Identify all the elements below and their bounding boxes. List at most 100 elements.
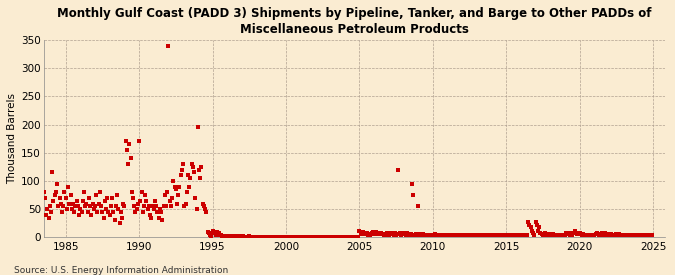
- Point: [183, 173, 194, 178]
- Point: [398, 231, 409, 235]
- Point: [278, 235, 289, 239]
- Point: [290, 235, 301, 239]
- Point: [439, 233, 450, 237]
- Point: [36, 185, 47, 189]
- Point: [32, 173, 43, 178]
- Point: [583, 233, 593, 237]
- Point: [87, 201, 98, 206]
- Point: [365, 233, 376, 237]
- Point: [359, 231, 370, 235]
- Point: [46, 210, 57, 214]
- Point: [117, 215, 128, 220]
- Point: [485, 233, 495, 237]
- Point: [492, 233, 503, 237]
- Point: [536, 232, 547, 236]
- Point: [605, 233, 616, 237]
- Point: [338, 235, 349, 239]
- Point: [516, 233, 526, 237]
- Point: [167, 196, 178, 200]
- Point: [346, 235, 357, 239]
- Point: [502, 233, 513, 237]
- Point: [477, 233, 487, 237]
- Point: [245, 235, 256, 239]
- Point: [418, 233, 429, 237]
- Point: [543, 232, 554, 236]
- Point: [37, 201, 48, 206]
- Point: [31, 150, 42, 155]
- Point: [569, 229, 580, 233]
- Point: [490, 233, 501, 237]
- Point: [242, 235, 252, 239]
- Point: [628, 233, 639, 237]
- Point: [354, 229, 364, 233]
- Point: [564, 233, 575, 237]
- Point: [436, 233, 447, 237]
- Point: [69, 210, 80, 214]
- Point: [126, 190, 137, 194]
- Point: [639, 233, 650, 237]
- Point: [600, 231, 611, 235]
- Point: [224, 234, 235, 238]
- Point: [306, 235, 317, 239]
- Point: [159, 193, 170, 197]
- Point: [574, 231, 585, 235]
- Point: [287, 235, 298, 239]
- Point: [460, 233, 471, 237]
- Point: [465, 233, 476, 237]
- Point: [591, 231, 602, 235]
- Point: [335, 235, 346, 239]
- Point: [579, 233, 590, 237]
- Point: [429, 233, 439, 237]
- Point: [634, 233, 645, 237]
- Point: [443, 233, 454, 237]
- Point: [611, 232, 622, 236]
- Point: [510, 233, 520, 237]
- Point: [588, 233, 599, 237]
- Point: [202, 230, 213, 234]
- Point: [176, 167, 187, 172]
- Point: [406, 182, 417, 186]
- Point: [218, 233, 229, 238]
- Point: [262, 235, 273, 239]
- Point: [148, 207, 159, 211]
- Point: [197, 201, 208, 206]
- Point: [618, 233, 629, 237]
- Point: [447, 233, 458, 237]
- Point: [40, 213, 51, 217]
- Point: [543, 233, 554, 237]
- Point: [269, 235, 280, 239]
- Point: [643, 233, 653, 237]
- Point: [273, 235, 284, 239]
- Point: [128, 196, 138, 200]
- Point: [435, 233, 446, 237]
- Point: [375, 232, 385, 236]
- Point: [445, 233, 456, 237]
- Point: [315, 235, 325, 239]
- Point: [155, 207, 165, 211]
- Point: [254, 235, 265, 239]
- Point: [558, 233, 569, 237]
- Point: [209, 230, 219, 234]
- Point: [205, 232, 215, 237]
- Point: [103, 210, 114, 214]
- Point: [641, 233, 651, 237]
- Point: [165, 204, 176, 208]
- Point: [186, 162, 197, 166]
- Point: [105, 204, 116, 208]
- Point: [601, 233, 612, 237]
- Point: [352, 235, 362, 239]
- Point: [209, 231, 220, 235]
- Point: [637, 233, 647, 237]
- Point: [518, 233, 529, 237]
- Point: [469, 233, 480, 237]
- Point: [75, 207, 86, 211]
- Point: [228, 235, 239, 239]
- Point: [496, 233, 507, 237]
- Point: [389, 231, 400, 235]
- Point: [555, 233, 566, 237]
- Point: [552, 233, 563, 237]
- Point: [641, 233, 652, 237]
- Point: [432, 233, 443, 237]
- Point: [316, 235, 327, 239]
- Point: [174, 185, 185, 189]
